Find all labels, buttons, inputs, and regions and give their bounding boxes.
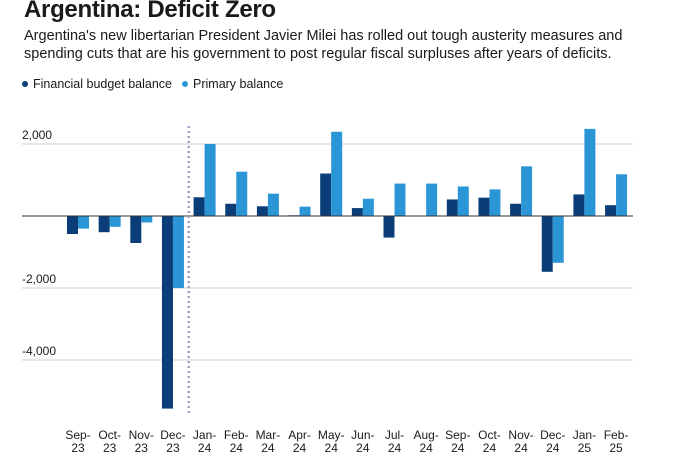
x-tick-label: Nov-23 (129, 428, 154, 455)
chart-subtitle: Argentina's new libertarian President Ja… (24, 28, 623, 62)
legend-swatch-primary (182, 81, 188, 87)
bar-primary (267, 193, 279, 216)
bar-financial (98, 216, 110, 233)
bar-financial (193, 197, 205, 216)
bar-financial (510, 203, 522, 216)
bar-primary (299, 206, 311, 216)
bar-financial (225, 203, 237, 216)
bar-financial (573, 194, 585, 216)
x-tick-label: Jan-25 (573, 428, 596, 455)
bar-financial (605, 205, 617, 216)
chart-title: Argentina: Deficit Zero (24, 0, 276, 23)
bar-financial (383, 216, 395, 238)
bar-financial (161, 216, 173, 409)
x-tick-label: Dec-24 (540, 428, 565, 455)
y-tick-label: 2,000 (22, 128, 52, 142)
bar-primary (141, 216, 153, 223)
bar-financial (478, 197, 490, 216)
legend-item-financial: Financial budget balance (22, 77, 172, 91)
bar-financial (67, 216, 78, 234)
y-tick-label: -2,000 (22, 272, 56, 286)
legend-item-primary: Primary balance (182, 77, 283, 91)
bar-financial (130, 216, 142, 243)
x-tick-label: Jan-24 (193, 428, 216, 455)
bar-financial (446, 199, 458, 216)
legend-label-primary: Primary balance (193, 77, 284, 91)
bar-primary (521, 166, 533, 216)
bar-primary (109, 216, 121, 227)
x-tick-label: Dec-23 (160, 428, 185, 455)
x-tick-label: Mar-24 (256, 428, 281, 455)
bar-financial (541, 216, 553, 272)
bar-primary (616, 174, 628, 216)
x-tick-label: Oct-23 (98, 428, 121, 455)
bar-primary (426, 183, 438, 216)
bar-primary (394, 183, 406, 216)
x-tick-label: Aug-24 (413, 428, 438, 455)
x-tick-label: Nov-24 (508, 428, 533, 455)
x-tick-label: Jun-24 (351, 428, 374, 455)
bar-primary (204, 144, 216, 216)
bar-primary (362, 198, 374, 216)
x-tick-label: Oct-24 (478, 428, 501, 455)
bar-financial (256, 206, 268, 216)
x-tick-label: Feb-24 (224, 428, 249, 455)
bar-primary (331, 131, 343, 216)
bar-primary (236, 171, 248, 216)
x-tick-label: Apr-24 (288, 428, 311, 455)
bar-primary (552, 216, 564, 263)
bar-financial (351, 208, 363, 216)
bar-primary (172, 216, 184, 288)
x-tick-label: Sep-24 (445, 428, 470, 455)
bar-primary (78, 216, 89, 229)
x-tick-label: Sep-23 (65, 428, 90, 455)
bar-primary (457, 186, 469, 216)
legend: Financial budget balance Primary balance (22, 77, 293, 91)
legend-label-financial: Financial budget balance (33, 77, 172, 91)
x-tick-label: Feb-25 (604, 428, 629, 455)
x-tick-label: May-24 (318, 428, 345, 455)
legend-swatch-financial (22, 81, 28, 87)
bar-primary (584, 128, 596, 216)
y-tick-label: -4,000 (22, 344, 56, 358)
bar-primary (489, 189, 501, 216)
x-tick-label: Jul-24 (385, 428, 404, 455)
bar-financial (320, 173, 332, 216)
